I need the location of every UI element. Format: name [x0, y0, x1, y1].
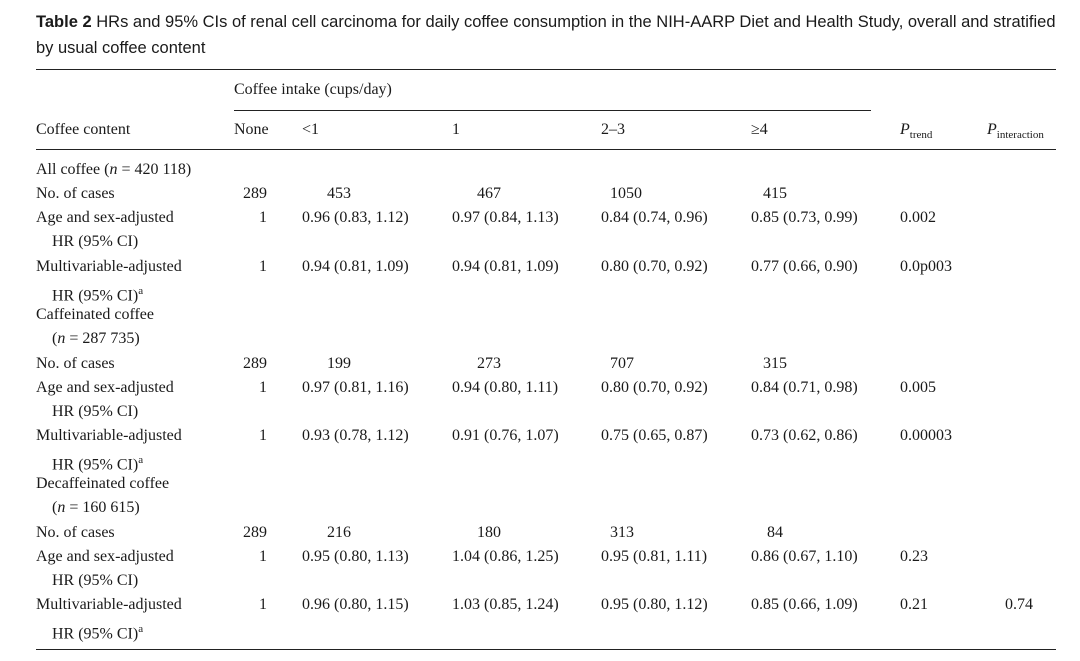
cell-value: 1	[259, 209, 267, 226]
col-2-3-header: 2–3	[601, 121, 625, 138]
cell-value: 1	[259, 258, 267, 275]
cell-value: 453	[327, 185, 351, 202]
row-label-multivariable: Multivariable-adjusted	[36, 427, 182, 444]
cell-value: 0.85 (0.73, 0.99)	[751, 209, 858, 226]
cell-value: 0.96 (0.80, 1.15)	[302, 596, 409, 613]
table-title: HRs and 95% CIs of renal cell carcinoma …	[36, 13, 1056, 57]
col-ge4-header: ≥4	[751, 121, 768, 138]
p-trend-value: 0.00003	[900, 427, 952, 444]
row-label-multivariable-hr: HR (95% CI)a	[52, 454, 144, 474]
p-trend-value: 0.005	[900, 379, 936, 396]
p-trend-value: 0.002	[900, 209, 936, 226]
p-trend-value: 0.23	[900, 548, 928, 565]
cell-value: 0.95 (0.80, 1.12)	[601, 596, 708, 613]
cell-value: 199	[327, 355, 351, 372]
cell-value: 0.93 (0.78, 1.12)	[302, 427, 409, 444]
group-label-decaffeinated: Decaffeinated coffee	[36, 475, 170, 492]
footnote-marker: a	[138, 623, 144, 635]
row-label-age-adjusted-hr: HR (95% CI)	[52, 403, 139, 420]
cell-value: 0.94 (0.80, 1.11)	[452, 379, 559, 396]
cell-value: 289	[243, 355, 267, 372]
footnote-marker: a	[138, 285, 144, 297]
cell-value: 313	[610, 524, 634, 541]
row-label-age-adjusted-hr: HR (95% CI)	[52, 572, 139, 589]
col-1-header: 1	[452, 121, 460, 138]
p-trend-header: Ptrend	[900, 121, 933, 141]
row-label-multivariable: Multivariable-adjusted	[36, 596, 182, 613]
col-lt1-header: <1	[302, 121, 320, 138]
cell-value: 0.80 (0.70, 0.92)	[601, 379, 708, 396]
p-trend-value: 0.0p003	[900, 258, 952, 275]
row-label-multivariable: Multivariable-adjusted	[36, 258, 182, 275]
group-label-all-coffee: All coffee (n = 420 118)	[36, 161, 192, 178]
table-label: Table 2	[36, 13, 92, 31]
row-label-cases: No. of cases	[36, 355, 115, 372]
group-label-caffeinated: Caffeinated coffee	[36, 306, 155, 323]
cell-value: 0.94 (0.81, 1.09)	[452, 258, 559, 275]
footnote-marker: a	[138, 454, 144, 466]
cell-value: 216	[327, 524, 351, 541]
col-none-header: None	[234, 121, 269, 138]
cell-value: 0.84 (0.71, 0.98)	[751, 379, 858, 396]
cell-value: 0.91 (0.76, 1.07)	[452, 427, 559, 444]
row-label-age-adjusted: Age and sex-adjusted	[36, 548, 174, 565]
cell-value: 1	[259, 427, 267, 444]
cell-value: 0.97 (0.81, 1.16)	[302, 379, 409, 396]
cell-value: 0.85 (0.66, 1.09)	[751, 596, 858, 613]
coffee-intake-group-header: Coffee intake (cups/day)	[234, 81, 392, 98]
cell-value: 273	[477, 355, 501, 372]
cell-value: 1	[259, 548, 267, 565]
cell-value: 0.97 (0.84, 1.13)	[452, 209, 559, 226]
table-caption: Table 2 HRs and 95% CIs of renal cell ca…	[36, 9, 1066, 61]
cell-value: 1	[259, 379, 267, 396]
p-trend-value: 0.21	[900, 596, 928, 613]
cell-value: 1050	[610, 185, 642, 202]
cell-value: 0.96 (0.83, 1.12)	[302, 209, 409, 226]
top-rule	[36, 69, 1056, 70]
header-rule	[36, 149, 1056, 150]
cell-value: 415	[763, 185, 787, 202]
cell-value: 0.86 (0.67, 1.10)	[751, 548, 858, 565]
row-label-age-adjusted-hr: HR (95% CI)	[52, 233, 139, 250]
cell-value: 289	[243, 524, 267, 541]
coffee-content-header: Coffee content	[36, 121, 131, 138]
cell-value: 707	[610, 355, 634, 372]
cell-value: 0.77 (0.66, 0.90)	[751, 258, 858, 275]
cell-value: 0.84 (0.74, 0.96)	[601, 209, 708, 226]
row-label-age-adjusted: Age and sex-adjusted	[36, 379, 174, 396]
group-label-caffeinated-n: (n = 287 735)	[52, 330, 140, 347]
p-interaction-header: Pinteraction	[987, 121, 1044, 141]
cell-value: 0.95 (0.81, 1.11)	[601, 548, 708, 565]
intake-group-rule	[234, 110, 871, 111]
group-label-decaffeinated-n: (n = 160 615)	[52, 499, 140, 516]
cell-value: 1	[259, 596, 267, 613]
cell-value: 0.94 (0.81, 1.09)	[302, 258, 409, 275]
row-label-multivariable-hr: HR (95% CI)a	[52, 285, 144, 305]
cell-value: 0.80 (0.70, 0.92)	[601, 258, 708, 275]
cell-value: 180	[477, 524, 501, 541]
cell-value: 0.75 (0.65, 0.87)	[601, 427, 708, 444]
row-label-cases: No. of cases	[36, 185, 115, 202]
cell-value: 1.04 (0.86, 1.25)	[452, 548, 559, 565]
cell-value: 0.95 (0.80, 1.13)	[302, 548, 409, 565]
cell-value: 289	[243, 185, 267, 202]
cell-value: 467	[477, 185, 501, 202]
bottom-rule	[36, 649, 1056, 650]
cell-value: 1.03 (0.85, 1.24)	[452, 596, 559, 613]
row-label-cases: No. of cases	[36, 524, 115, 541]
cell-value: 315	[763, 355, 787, 372]
cell-value: 0.73 (0.62, 0.86)	[751, 427, 858, 444]
row-label-age-adjusted: Age and sex-adjusted	[36, 209, 174, 226]
cell-value: 84	[767, 524, 783, 541]
p-interaction-value: 0.74	[1005, 596, 1033, 613]
row-label-multivariable-hr: HR (95% CI)a	[52, 623, 144, 643]
